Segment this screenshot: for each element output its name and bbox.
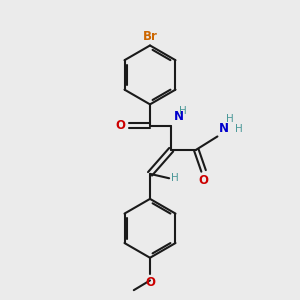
- Text: O: O: [115, 119, 125, 132]
- Text: O: O: [145, 276, 155, 289]
- Text: H: H: [226, 114, 234, 124]
- Text: H: H: [235, 124, 242, 134]
- Text: N: N: [174, 110, 184, 123]
- Text: H: H: [178, 106, 186, 116]
- Text: N: N: [219, 122, 229, 135]
- Text: H: H: [172, 173, 179, 183]
- Text: Br: Br: [142, 30, 158, 43]
- Text: O: O: [199, 174, 208, 188]
